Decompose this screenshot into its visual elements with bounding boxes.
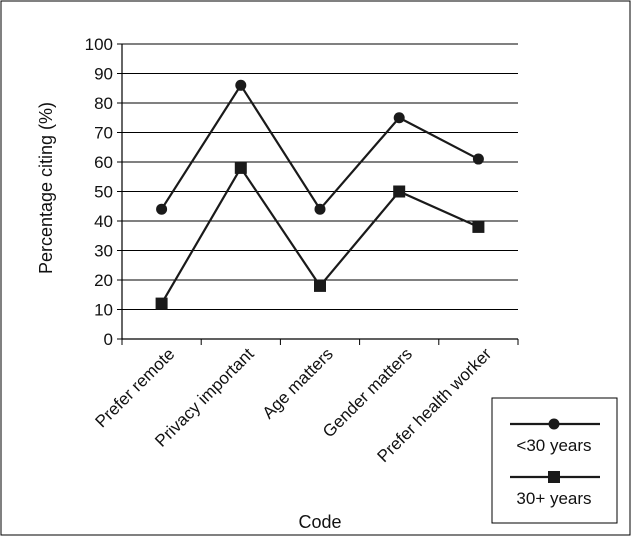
axes xyxy=(117,43,519,345)
legend-label-1: <30 years xyxy=(516,436,591,455)
y-tick-label-70: 70 xyxy=(94,124,113,143)
data-point-s1-3 xyxy=(314,203,326,215)
series xyxy=(155,79,485,310)
data-point-s1-2 xyxy=(235,79,247,91)
y-tick-label-20: 20 xyxy=(94,271,113,290)
data-point-s1-5 xyxy=(472,153,484,165)
legend-marker-2 xyxy=(548,471,560,483)
y-tick-labels: 0 10 20 30 40 50 60 70 80 90 100 xyxy=(85,35,113,349)
data-point-s2-5 xyxy=(472,220,485,233)
data-point-s2-4 xyxy=(393,185,406,198)
legend-marker-1 xyxy=(548,418,560,430)
y-tick-label-50: 50 xyxy=(94,183,113,202)
y-tick-label-10: 10 xyxy=(94,301,113,320)
legend-label-2: 30+ years xyxy=(516,489,591,508)
y-tick-label-0: 0 xyxy=(104,330,113,349)
y-tick-label-40: 40 xyxy=(94,212,113,231)
y-tick-label-100: 100 xyxy=(85,35,113,54)
y-tick-label-80: 80 xyxy=(94,94,113,113)
x-axis-title: Code xyxy=(298,512,341,532)
y-axis-title: Percentage citing (%) xyxy=(36,102,56,274)
y-tick-label-30: 30 xyxy=(94,242,113,261)
data-point-s2-1 xyxy=(155,297,168,310)
y-tick-label-90: 90 xyxy=(94,65,113,84)
data-point-s1-1 xyxy=(156,203,168,215)
data-point-s2-3 xyxy=(314,279,326,292)
grid-lines xyxy=(122,43,518,310)
data-point-s2-2 xyxy=(234,161,247,174)
legend: <30 years 30+ years xyxy=(491,397,618,524)
y-tick-label-60: 60 xyxy=(94,153,113,172)
data-point-s1-4 xyxy=(393,112,405,124)
